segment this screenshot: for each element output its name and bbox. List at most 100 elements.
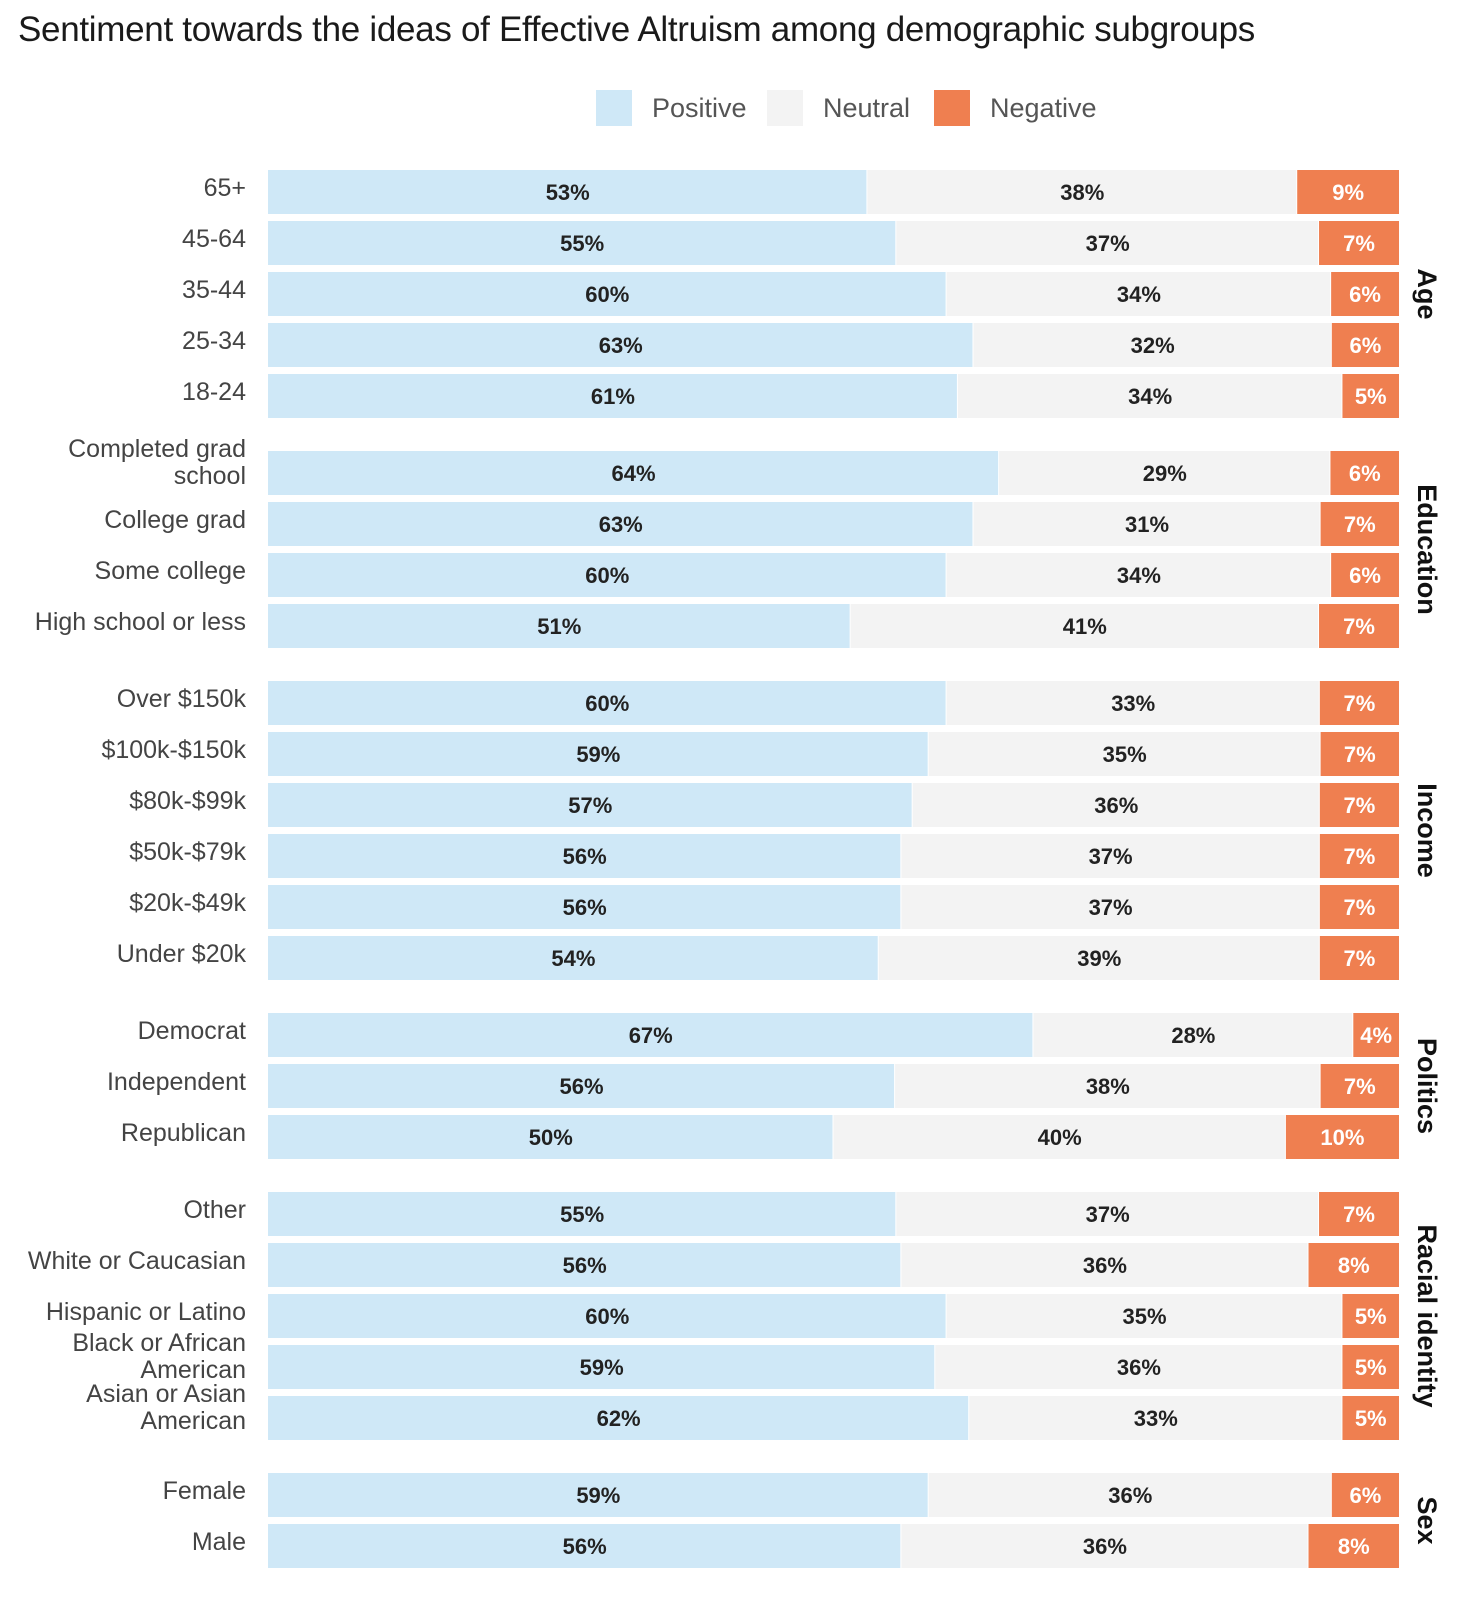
chart-title: Sentiment towards the ideas of Effective… <box>18 10 1255 49</box>
bar-segment-positive[interactable] <box>268 374 957 418</box>
bar-segment-negative[interactable] <box>1285 1115 1399 1159</box>
value-label-negative: 5% <box>1355 1304 1387 1329</box>
bar-segment-neutral[interactable] <box>867 170 1297 214</box>
bar-segment-positive[interactable] <box>268 936 878 980</box>
bar-segment-negative[interactable] <box>1331 272 1399 316</box>
bar-segment-negative[interactable] <box>1331 553 1399 597</box>
bar-segment-negative[interactable] <box>1320 1064 1399 1108</box>
bar-segment-negative[interactable] <box>1308 1524 1399 1568</box>
bar-row: 53% 38% 9% 65+ <box>204 170 1399 214</box>
group-label: Education <box>1412 484 1442 615</box>
bar-segment-neutral[interactable] <box>896 1192 1319 1236</box>
bar-segment-positive[interactable] <box>268 323 973 367</box>
row-label: $20k-$49k <box>129 889 246 917</box>
bar-segment-neutral[interactable] <box>1033 1013 1353 1057</box>
value-label-positive: 63% <box>599 333 643 358</box>
bar-segment-negative[interactable] <box>1342 1294 1399 1338</box>
value-label-neutral: 28% <box>1171 1023 1215 1048</box>
bar-segment-neutral[interactable] <box>901 885 1319 929</box>
value-label-neutral: 38% <box>1060 180 1104 205</box>
value-label-neutral: 35% <box>1103 742 1147 767</box>
bar-segment-neutral[interactable] <box>946 272 1331 316</box>
bar-row: 56% 36% 8% Male <box>192 1524 1399 1568</box>
bar-segment-negative[interactable] <box>1331 323 1399 367</box>
bar-segment-positive[interactable] <box>268 604 850 648</box>
bar-segment-neutral[interactable] <box>850 604 1319 648</box>
bar-segment-neutral[interactable] <box>973 502 1320 546</box>
bar-segment-negative[interactable] <box>1319 221 1399 265</box>
bar-segment-positive[interactable] <box>268 1115 833 1159</box>
bar-segment-positive[interactable] <box>268 451 999 495</box>
bar-segment-positive[interactable] <box>268 1396 969 1440</box>
bar-segment-neutral[interactable] <box>901 1243 1308 1287</box>
bar-segment-neutral[interactable] <box>928 1473 1331 1517</box>
bar-segment-positive[interactable] <box>268 783 912 827</box>
bar-segment-neutral[interactable] <box>946 681 1319 725</box>
bar-segment-positive[interactable] <box>268 1013 1033 1057</box>
bar-segment-negative[interactable] <box>1320 732 1399 776</box>
bar-segment-positive[interactable] <box>268 553 946 597</box>
bar-segment-neutral[interactable] <box>999 451 1330 495</box>
row-label: $80k-$99k <box>129 787 246 815</box>
bar-segment-positive[interactable] <box>268 502 973 546</box>
bar-segment-negative[interactable] <box>1319 936 1399 980</box>
bar-segment-negative[interactable] <box>1331 1473 1399 1517</box>
bar-segment-neutral[interactable] <box>935 1345 1342 1389</box>
bar-segment-positive[interactable] <box>268 1473 928 1517</box>
bar-segment-positive[interactable] <box>268 1524 901 1568</box>
bar-segment-positive[interactable] <box>268 170 867 214</box>
bar-segment-negative[interactable] <box>1353 1013 1399 1057</box>
bar-segment-neutral[interactable] <box>901 1524 1308 1568</box>
legend-item-neutral[interactable]: Neutral <box>767 89 910 127</box>
legend-item-positive[interactable]: Positive <box>596 89 747 127</box>
bar-segment-neutral[interactable] <box>895 1064 1320 1108</box>
bar-segment-positive[interactable] <box>268 221 896 265</box>
row-label: Under $20k <box>117 940 247 968</box>
bar-segment-negative[interactable] <box>1330 451 1399 495</box>
bar-segment-neutral[interactable] <box>901 834 1319 878</box>
bar-segment-negative[interactable] <box>1342 374 1399 418</box>
bar-segment-neutral[interactable] <box>833 1115 1285 1159</box>
bar-segment-positive[interactable] <box>268 732 928 776</box>
bar-segment-neutral[interactable] <box>957 374 1342 418</box>
bar-row: 60% 35% 5% Hispanic or Latino <box>46 1294 1399 1338</box>
bar-segment-neutral[interactable] <box>928 732 1320 776</box>
bar-segment-negative[interactable] <box>1319 604 1399 648</box>
bar-row: 57% 36% 7% $80k-$99k <box>129 783 1399 827</box>
bar-segment-positive[interactable] <box>268 272 946 316</box>
bar-segment-negative[interactable] <box>1319 1192 1399 1236</box>
bar-segment-negative[interactable] <box>1297 170 1399 214</box>
bar-segment-negative[interactable] <box>1319 834 1399 878</box>
bar-segment-neutral[interactable] <box>946 553 1331 597</box>
bar-segment-positive[interactable] <box>268 1345 935 1389</box>
bar-segment-positive[interactable] <box>268 834 901 878</box>
bar-segment-negative[interactable] <box>1320 502 1399 546</box>
bar-row: 56% 36% 8% White or Caucasian <box>28 1243 1399 1287</box>
bar-segment-positive[interactable] <box>268 885 901 929</box>
bar-row: 59% 36% 6% Female <box>163 1473 1399 1517</box>
value-label-negative: 4% <box>1360 1023 1392 1048</box>
legend-item-negative[interactable]: Negative <box>934 89 1097 127</box>
bar-segment-neutral[interactable] <box>912 783 1319 827</box>
bar-segment-neutral[interactable] <box>973 323 1331 367</box>
bar-segment-positive[interactable] <box>268 1192 896 1236</box>
bar-segment-positive[interactable] <box>268 681 946 725</box>
bar-segment-neutral[interactable] <box>969 1396 1342 1440</box>
bar-segment-negative[interactable] <box>1342 1396 1399 1440</box>
bar-segment-negative[interactable] <box>1308 1243 1399 1287</box>
bar-segment-negative[interactable] <box>1319 681 1399 725</box>
bar-segment-positive[interactable] <box>268 1294 946 1338</box>
bar-segment-neutral[interactable] <box>896 221 1319 265</box>
bar-segment-neutral[interactable] <box>878 936 1319 980</box>
bar-segment-negative[interactable] <box>1319 783 1399 827</box>
bar-segment-neutral[interactable] <box>946 1294 1342 1338</box>
legend-label-positive: Positive <box>652 92 747 123</box>
row-label: College grad <box>104 506 246 534</box>
bar-segment-negative[interactable] <box>1319 885 1399 929</box>
bar-segment-positive[interactable] <box>268 1243 901 1287</box>
bar-segment-negative[interactable] <box>1342 1345 1399 1389</box>
bar-segment-positive[interactable] <box>268 1064 895 1108</box>
value-label-positive: 59% <box>576 1483 620 1508</box>
value-label-neutral: 38% <box>1086 1074 1130 1099</box>
